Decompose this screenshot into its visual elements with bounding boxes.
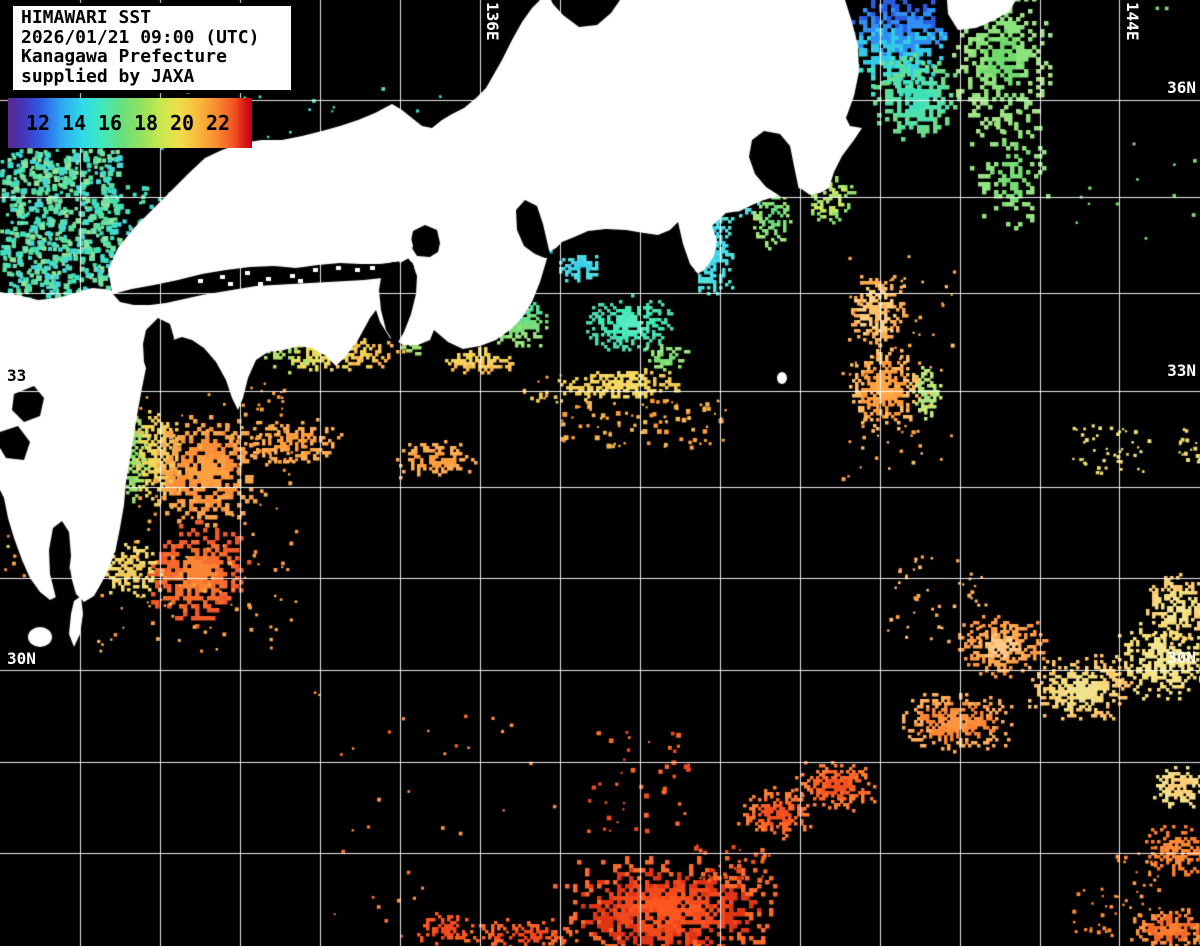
map-label-lon-144e: 144E bbox=[1123, 2, 1142, 41]
color-gradient-bar bbox=[8, 98, 252, 148]
colorbar-tick: 12 bbox=[25, 111, 51, 135]
colorbar-tick: 14 bbox=[61, 111, 87, 135]
info-panel: HIMAWARI SST 2026/01/21 09:00 (UTC) Kana… bbox=[10, 3, 294, 93]
colorbar-tick: 22 bbox=[205, 111, 231, 135]
colorbar-tick: 20 bbox=[169, 111, 195, 135]
map-datetime: 2026/01/21 09:00 (UTC) bbox=[21, 26, 260, 48]
map-source: supplied by JAXA bbox=[21, 65, 195, 87]
colorbar-tick: 18 bbox=[133, 111, 159, 135]
color-scale-legend: 12 14 16 18 20 22 bbox=[8, 98, 252, 148]
map-label-lat-30n-left: 30N bbox=[7, 649, 36, 668]
map-label-lat-33-left: 33 bbox=[7, 366, 27, 385]
colorbar-tick: 16 bbox=[97, 111, 123, 135]
map-label-lon-136e: 136E bbox=[483, 2, 502, 41]
map-provider: Kanagawa Prefecture bbox=[21, 46, 227, 67]
map-title: HIMAWARI SST bbox=[21, 7, 152, 28]
map-label-lat-30n-right: 30N bbox=[1167, 648, 1196, 667]
map-label-lat-36n-right: 36N bbox=[1167, 78, 1196, 97]
map-label-lat-33n-right: 33N bbox=[1167, 361, 1196, 380]
